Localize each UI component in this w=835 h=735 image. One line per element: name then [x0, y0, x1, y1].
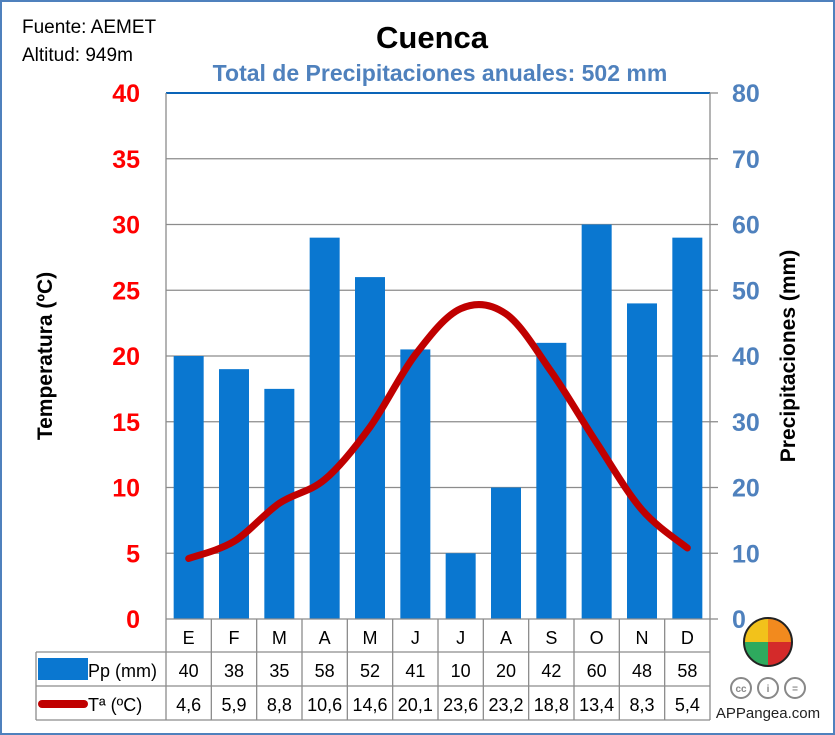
logo-piece-red — [768, 642, 792, 666]
y-right-tick: 0 — [732, 606, 746, 634]
chart-subtitle: Total de Precipitaciones anuales: 502 mm — [213, 60, 668, 86]
precip-value: 40 — [179, 661, 199, 681]
x-tick-month: M — [363, 628, 378, 648]
temp-value: 5,9 — [221, 695, 246, 715]
y-right-label: Precipitaciones (mm) — [777, 250, 800, 462]
cc-badge-icon — [730, 677, 752, 699]
precip-bar — [400, 349, 431, 619]
y-left-label: Temperatura (ºC) — [34, 272, 57, 440]
precip-bar — [355, 277, 385, 619]
precip-value: 42 — [541, 661, 561, 681]
precip-bar — [445, 553, 476, 619]
precip-bar — [173, 356, 204, 619]
y-right-tick: 60 — [732, 212, 760, 240]
temp-value: 5,4 — [675, 695, 700, 715]
temp-value: 18,8 — [534, 695, 569, 715]
y-right-tick: 50 — [732, 277, 760, 305]
precip-value: 48 — [632, 661, 652, 681]
y-right-tick: 40 — [732, 343, 760, 371]
precip-value: 38 — [224, 661, 244, 681]
precip-bar — [219, 369, 249, 619]
precip-bar — [627, 303, 657, 619]
y-left-tick: 15 — [112, 409, 140, 437]
x-tick-month: J — [411, 628, 420, 648]
precip-bar — [672, 237, 703, 619]
cc-badge-text: = — [792, 684, 798, 695]
precip-value: 52 — [360, 661, 380, 681]
y-right-tick: 10 — [732, 540, 760, 568]
precip-bar — [309, 237, 340, 619]
precip-value: 41 — [405, 661, 425, 681]
legend-temp-label: Tª (ºC) — [88, 695, 142, 715]
precip-value: 20 — [496, 661, 516, 681]
site-credit: APPangea.com — [716, 705, 820, 722]
temp-value: 23,2 — [488, 695, 523, 715]
y-left-tick: 10 — [112, 475, 140, 503]
y-right-tick: 20 — [732, 475, 760, 503]
x-tick-month: J — [456, 628, 465, 648]
x-tick-month: A — [319, 628, 331, 648]
x-tick-month: E — [183, 628, 195, 648]
precip-value: 35 — [269, 661, 289, 681]
x-tick-month: A — [500, 628, 512, 648]
temp-value: 4,6 — [176, 695, 201, 715]
precip-value: 60 — [587, 661, 607, 681]
legend-precip-label: Pp (mm) — [88, 661, 157, 681]
temp-value: 8,8 — [267, 695, 292, 715]
temp-value: 14,6 — [352, 695, 387, 715]
cc-badge-text: cc — [735, 684, 747, 695]
temp-value: 10,6 — [307, 695, 342, 715]
temp-value: 8,3 — [629, 695, 654, 715]
altitude-label: Altitud: 949m — [22, 45, 133, 66]
y-right-tick: 30 — [732, 409, 760, 437]
y-right-tick: 70 — [732, 146, 760, 174]
logo-piece-yellow — [744, 618, 768, 642]
cc-license-icons: cc i = — [730, 677, 806, 699]
y-left-tick: 40 — [112, 80, 140, 108]
y-left-tick: 5 — [126, 540, 140, 568]
precip-value: 10 — [451, 661, 471, 681]
x-tick-month: M — [272, 628, 287, 648]
cc-badge-text: i — [767, 684, 770, 695]
source-label: Fuente: AEMET — [22, 17, 157, 38]
y-left-tick: 25 — [112, 277, 140, 305]
x-tick-month: O — [590, 628, 604, 648]
y-left-tick: 35 — [112, 146, 140, 174]
legend-precip-swatch — [38, 658, 88, 680]
cc-badge-icon — [784, 677, 806, 699]
x-tick-month: N — [636, 628, 649, 648]
precip-bar — [491, 487, 521, 619]
y-left-tick: 20 — [112, 343, 140, 371]
y-right-tick: 80 — [732, 80, 760, 108]
y-left-tick: 30 — [112, 212, 140, 240]
y-left-tick: 0 — [126, 606, 140, 634]
temp-value: 20,1 — [398, 695, 433, 715]
chart-title: Cuenca — [376, 20, 489, 55]
cc-badge-icon — [757, 677, 779, 699]
precip-value: 58 — [315, 661, 335, 681]
appangea-logo — [743, 617, 793, 667]
x-tick-month: S — [545, 628, 557, 648]
x-tick-month: D — [681, 628, 694, 648]
logo-piece-green — [744, 642, 768, 666]
temperature-line — [185, 301, 691, 563]
precip-value: 58 — [677, 661, 697, 681]
temp-value: 13,4 — [579, 695, 614, 715]
x-tick-month: F — [229, 628, 240, 648]
logo-piece-orange — [768, 618, 792, 642]
temp-value: 23,6 — [443, 695, 478, 715]
